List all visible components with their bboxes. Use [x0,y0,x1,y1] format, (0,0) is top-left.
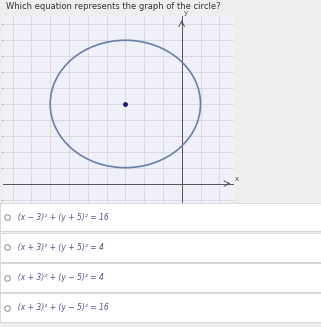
Text: (x + 3)² + (y − 5)² = 4: (x + 3)² + (y − 5)² = 4 [13,273,104,282]
Text: (x + 3)² + (y − 5)² = 16: (x + 3)² + (y − 5)² = 16 [13,303,109,312]
Text: y: y [184,9,188,16]
Text: Which equation represents the graph of the circle?: Which equation represents the graph of t… [6,2,221,11]
Text: (x + 3)² + (y + 5)² = 4: (x + 3)² + (y + 5)² = 4 [13,243,104,252]
Text: (x − 3)² + (y + 5)² = 16: (x − 3)² + (y + 5)² = 16 [13,213,109,222]
Text: x: x [235,176,239,182]
